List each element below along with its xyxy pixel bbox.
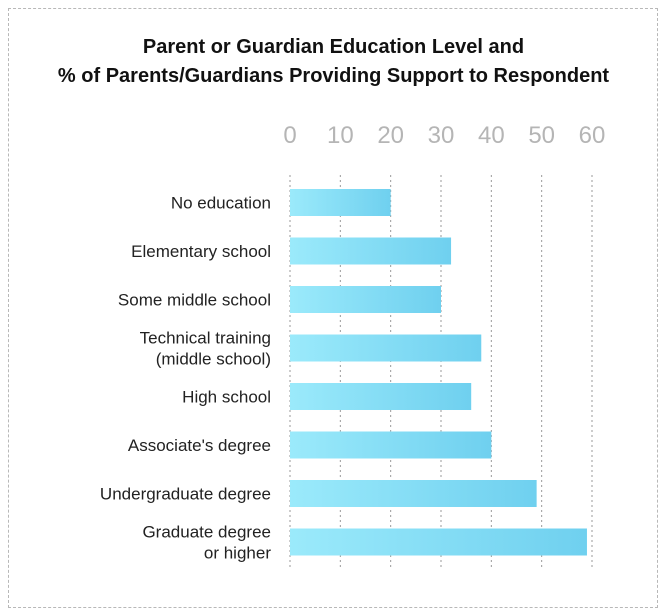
bar [290,237,452,265]
x-axis-ticks: 0 10 20 30 40 50 60 [283,122,605,149]
category-label: Elementary school [131,242,271,261]
chart-title: Parent or Guardian Education Level and %… [0,33,667,91]
x-tick-label: 60 [579,122,606,149]
bar [290,189,391,216]
category-label: Technical training (middle school) [140,329,271,369]
gridlines [289,175,593,570]
x-tick-label: 10 [327,122,354,149]
bar [290,528,587,556]
x-tick-label: 0 [283,122,296,149]
category-label: Undergraduate degree [100,485,271,504]
bar [290,286,441,313]
bar [290,383,472,410]
x-tick-label: 20 [377,122,404,149]
bar [290,480,537,507]
category-label: Graduate degree or higher [142,523,271,563]
x-tick-label: 40 [478,122,505,149]
x-tick-label: 50 [528,122,555,149]
category-label: No education [171,194,271,213]
chart-title-line-1: Parent or Guardian Education Level and [142,36,525,58]
category-label: Associate's degree [128,436,271,455]
bar [290,431,492,459]
chart-title-line-2: % of Parents/Guardians Providing Support… [57,65,610,87]
x-tick-label: 30 [428,122,455,149]
category-label: Some middle school [118,291,271,310]
category-labels: No education Elementary school Some middle… [100,194,271,563]
bar [290,334,482,362]
category-label: High school [182,388,271,407]
bars [290,189,587,556]
